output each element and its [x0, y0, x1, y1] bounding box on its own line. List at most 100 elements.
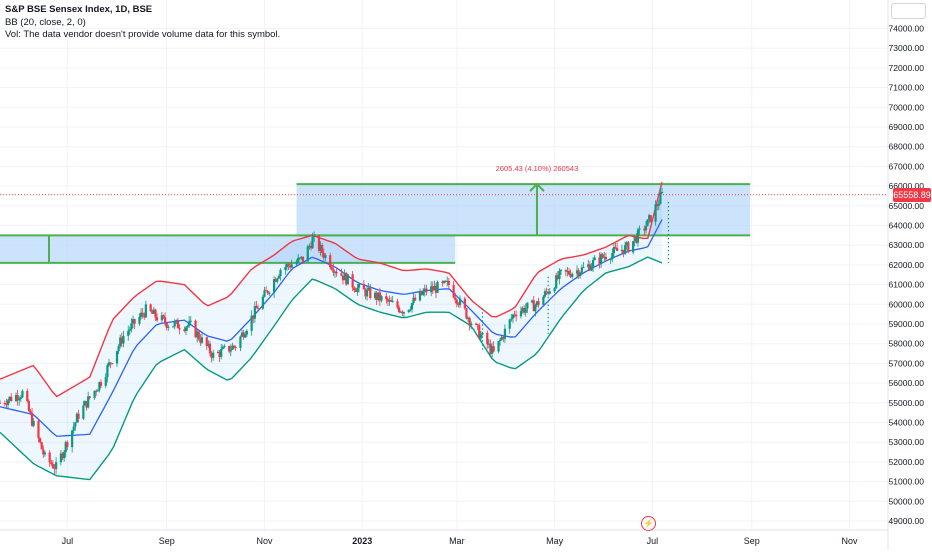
candle-body	[321, 245, 324, 253]
candle-body	[208, 343, 212, 354]
candle-body	[646, 219, 649, 227]
candle-body	[643, 228, 646, 231]
candle-body	[367, 287, 370, 290]
candle-body	[313, 235, 316, 237]
candle-body	[391, 301, 394, 303]
candle-body	[53, 468, 56, 470]
candle-body	[345, 272, 348, 285]
candle-body	[353, 287, 356, 291]
candle-body	[279, 269, 282, 277]
candle-body	[322, 252, 325, 258]
candle-body	[48, 452, 51, 463]
candle-body	[131, 319, 135, 324]
candle-body	[88, 396, 91, 398]
candle-body	[155, 317, 159, 321]
measure-label: 2605.43 (4.10%) 260543	[496, 164, 579, 173]
square-icon[interactable]	[891, 3, 926, 19]
candle-body	[616, 248, 619, 251]
candle-body	[511, 314, 515, 319]
candle-body	[644, 226, 648, 231]
candle-body	[620, 249, 624, 251]
candle-body	[59, 453, 63, 463]
candle-body	[250, 315, 253, 331]
candle-body	[183, 329, 186, 331]
candle-body	[457, 303, 460, 306]
candle-body	[515, 314, 518, 317]
candle-body	[591, 260, 595, 267]
candle-body	[611, 253, 614, 260]
candle-body	[0, 402, 2, 404]
candle-body	[442, 280, 446, 283]
candle-body	[390, 300, 393, 302]
candle-body	[364, 289, 367, 297]
y-tick-label: 72000.00	[889, 63, 925, 73]
candle-body	[27, 401, 30, 411]
candle-body	[567, 270, 571, 275]
y-tick-label: 49000.00	[889, 516, 925, 526]
candle-body	[633, 236, 636, 242]
candle-body	[151, 311, 154, 314]
candle-body	[194, 320, 197, 338]
y-tick-label: 74000.00	[889, 24, 925, 34]
candle-body	[356, 287, 359, 292]
candle-body	[221, 346, 224, 350]
candle-body	[119, 337, 122, 347]
candle-body	[409, 309, 412, 311]
candle-body	[531, 300, 534, 303]
candle-body	[601, 254, 604, 258]
candle-body	[422, 291, 425, 295]
candle-body	[154, 309, 157, 318]
candle-body	[412, 297, 415, 304]
candle-body	[210, 353, 213, 358]
candle-body	[98, 382, 101, 391]
candle-body	[229, 349, 232, 352]
chart-legend: S&P BSE Sensex Index, 1D, BSE BB (20, cl…	[5, 4, 280, 42]
candle-body	[548, 291, 551, 294]
candle-body	[441, 281, 444, 283]
candle-body	[5, 403, 8, 405]
indicator-label[interactable]: BB (20, close, 2, 0)	[5, 16, 86, 28]
candle-body	[111, 363, 114, 365]
candle-body	[434, 285, 438, 293]
candle-body	[452, 284, 455, 298]
symbol-title[interactable]: S&P BSE Sensex Index, 1D, BSE	[5, 4, 153, 15]
candle-body	[93, 390, 96, 398]
candle-body	[499, 339, 502, 341]
candle-body	[575, 270, 579, 274]
candle-body	[144, 304, 147, 318]
candle-body	[139, 312, 143, 317]
x-tick-label: Nov	[256, 536, 273, 546]
candle-body	[420, 291, 423, 295]
candle-body	[609, 259, 612, 261]
candle-body	[470, 323, 473, 326]
candle-body	[654, 204, 657, 222]
candle-body	[223, 346, 226, 348]
candle-body	[274, 279, 277, 282]
candle-body	[50, 462, 53, 465]
lightning-icon[interactable]: ⚡	[641, 516, 656, 531]
candle-body	[659, 193, 662, 204]
candle-body	[614, 247, 617, 249]
candle-body	[244, 334, 247, 338]
candle-body	[535, 301, 539, 306]
candle-body	[474, 323, 478, 325]
candle-body	[19, 397, 22, 399]
candle-body	[172, 326, 175, 328]
candle-body	[362, 283, 365, 290]
candle-body	[63, 452, 66, 459]
candle-body	[410, 303, 414, 310]
candle-body	[55, 462, 58, 470]
y-tick-label: 52000.00	[889, 457, 925, 467]
candle-body	[357, 283, 361, 288]
x-tick-label: 2023	[352, 536, 372, 546]
candle-body	[537, 301, 540, 305]
candle-body	[263, 290, 266, 297]
candle-body	[490, 346, 494, 354]
candle-body	[176, 319, 180, 329]
candle-body	[545, 291, 548, 293]
y-tick-label: 67000.00	[889, 161, 925, 171]
candle-body	[351, 274, 354, 288]
candle-body	[656, 204, 659, 207]
